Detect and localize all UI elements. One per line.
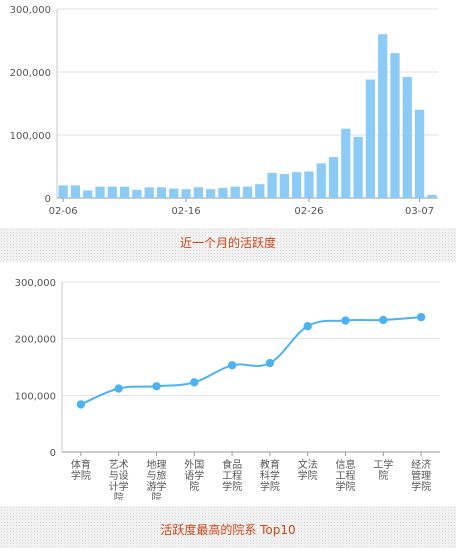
- bar: [378, 34, 388, 199]
- bar: [427, 194, 437, 198]
- x-tick-label: 02-26: [294, 206, 323, 217]
- bar: [267, 172, 277, 198]
- bar: [328, 157, 339, 198]
- x-tick-label: 03-07: [405, 206, 434, 217]
- bar: [279, 174, 290, 198]
- data-point: [341, 316, 350, 325]
- y-tick-label: 200,000: [10, 68, 51, 79]
- y-tick-label: 100,000: [15, 391, 56, 402]
- x-category-label: 教育科学学院: [260, 458, 280, 493]
- x-category-label: 经济管理学院: [411, 458, 431, 493]
- bar: [316, 163, 326, 198]
- bar: [193, 187, 203, 198]
- x-category-label: 外国语学院: [184, 459, 204, 493]
- top10-departments-chart-svg: 0 100,000 200,000 300,000 体育学院艺术与设计学院地理与旅游学院…: [15, 278, 440, 504]
- y-tick-label: 0: [45, 194, 51, 205]
- y-tick-label: 300,000: [15, 278, 56, 289]
- bar: [242, 186, 253, 198]
- bar: [365, 79, 376, 198]
- data-point: [379, 315, 388, 325]
- bar: [95, 186, 105, 198]
- y-tick-label: 100,000: [10, 131, 51, 142]
- bar: [255, 184, 265, 198]
- data-point: [303, 322, 312, 331]
- bar: [119, 186, 130, 198]
- data-point: [152, 382, 161, 391]
- bar: [58, 185, 68, 198]
- daily-activity-caption: 近一个月的活跃度: [0, 228, 456, 262]
- daily-activity-chart: 0 100,000 200,000 300,000 02-06 02-16 02-26 03-…: [0, 0, 456, 228]
- daily-activity-caption-text: 近一个月的活跃度: [179, 236, 276, 250]
- bar: [107, 186, 117, 198]
- x-category-label: 文法学院: [298, 458, 318, 482]
- data-point: [227, 361, 237, 370]
- bar: [70, 185, 81, 198]
- data-point: [416, 312, 426, 322]
- x-tick-label: 02-16: [172, 206, 201, 217]
- data-point: [265, 358, 275, 368]
- data-point: [114, 384, 123, 393]
- bar: [132, 189, 142, 198]
- bar: [292, 172, 302, 198]
- top10-departments-caption: 活跃度最高的院系 Top10: [0, 506, 456, 548]
- series-line: [80, 316, 422, 406]
- x-category-label: 艺术与设计学院: [109, 459, 129, 500]
- bar: [205, 189, 216, 198]
- bar: [341, 128, 351, 198]
- x-category-label: 工学院: [373, 458, 393, 482]
- bar: [156, 187, 167, 198]
- bar: [390, 53, 400, 198]
- y-tick-label: 0: [50, 448, 56, 459]
- y-tick-label: 300,000: [10, 5, 51, 16]
- x-category-label: 地理与旅游学院: [147, 458, 167, 500]
- bar: [304, 171, 314, 198]
- bar: [402, 77, 412, 198]
- x-tick-label: 02-06: [49, 206, 78, 217]
- top10-departments-chart: 0 100,000 200,000 300,000 体育学院 艺术与设计学院 地理与旅游学院…: [0, 262, 456, 504]
- bar: [414, 109, 425, 198]
- daily-activity-chart-svg: 0 100,000 200,000 300,000 02-06 02-16 02-26 03-…: [10, 5, 438, 217]
- bar: [83, 190, 93, 198]
- bar: [144, 187, 154, 198]
- bar: [181, 189, 191, 198]
- bar: [353, 136, 363, 198]
- bar: [169, 188, 179, 198]
- x-category-label: 食品工程学院: [222, 458, 242, 493]
- x-category-label: 信息工程学院: [336, 458, 356, 493]
- bar: [230, 186, 240, 198]
- x-category-label: 体育学院: [71, 458, 91, 482]
- top10-departments-caption-text: 活跃度最高的院系 Top10: [160, 523, 296, 537]
- data-point: [190, 378, 199, 387]
- data-point: [76, 400, 86, 409]
- bar: [218, 187, 228, 198]
- y-tick-label: 200,000: [15, 335, 56, 346]
